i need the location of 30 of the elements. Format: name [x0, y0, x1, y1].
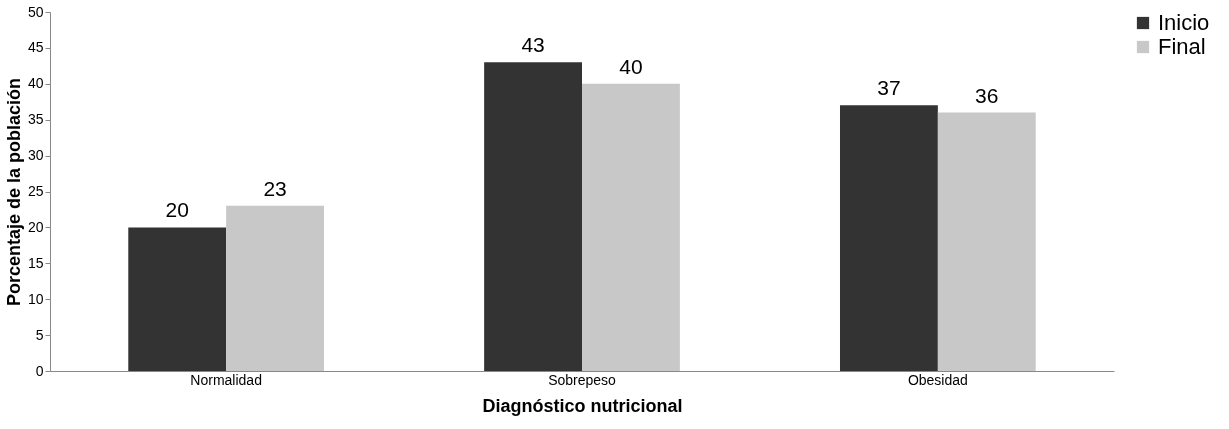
bar: [937, 112, 1036, 371]
y-tick-label: 5: [35, 326, 44, 343]
data-label: 37: [877, 76, 901, 100]
x-tick-label: Obesidad: [907, 371, 968, 388]
x-tick-label: Normalidad: [190, 371, 262, 388]
y-tick-label: 35: [27, 111, 44, 128]
x-axis-title: Diagnóstico nutricional: [482, 395, 683, 416]
y-tick-label: 25: [27, 183, 44, 199]
y-tick-label: 50: [27, 3, 44, 20]
y-tick-label: 0: [35, 362, 44, 379]
y-tick-label: 30: [27, 147, 44, 164]
data-label: 40: [619, 54, 643, 78]
y-tick-label: 10: [27, 290, 44, 307]
data-label: 43: [521, 33, 545, 57]
legend-label: Inicio: [1158, 10, 1210, 35]
y-tick-label: 20: [27, 218, 44, 235]
bar: [582, 83, 680, 371]
bar: [484, 62, 582, 371]
data-label: 36: [975, 83, 999, 107]
data-label: 20: [165, 198, 189, 222]
y-tick-label: 15: [27, 254, 44, 271]
x-tick-label: Sobrepeso: [548, 371, 617, 388]
y-tick-label: 45: [27, 39, 44, 56]
y-axis-title: Porcentaje de la población: [3, 77, 24, 307]
bar: [839, 105, 938, 371]
y-tick-label: 40: [27, 75, 44, 92]
legend-label: Final: [1158, 34, 1206, 59]
bar: [226, 205, 325, 371]
bar: [128, 227, 227, 371]
data-label: 23: [263, 176, 287, 200]
